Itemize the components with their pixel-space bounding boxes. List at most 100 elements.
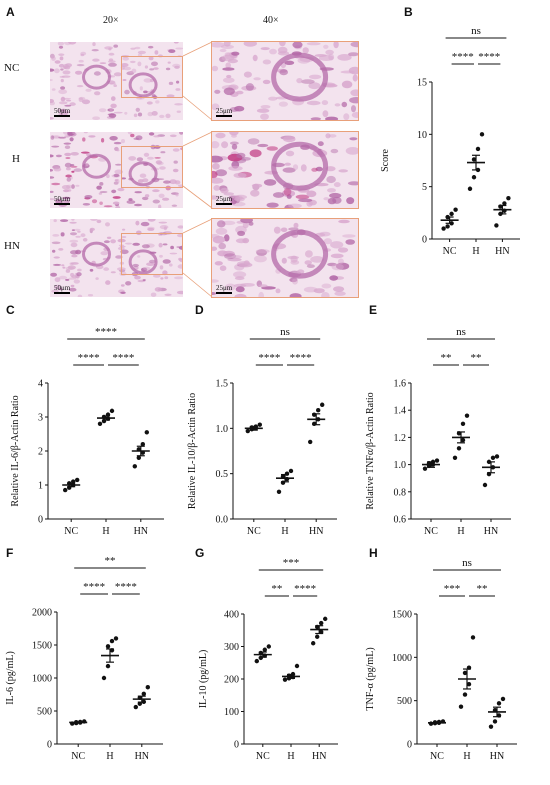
x-tick-label: NC xyxy=(430,751,444,762)
y-tick-label: 100 xyxy=(224,707,239,718)
data-point xyxy=(109,408,115,414)
y-tick-label: 1.5 xyxy=(216,379,229,390)
x-tick-label: NC xyxy=(71,751,85,762)
data-point xyxy=(257,422,262,427)
x-tick-label: H xyxy=(287,751,294,762)
data-point xyxy=(144,430,149,435)
micrograph-h-20x: 50μm xyxy=(50,132,183,208)
y-tick-label: 300 xyxy=(224,642,239,653)
data-point xyxy=(132,464,137,469)
row-label-h: H xyxy=(12,153,20,165)
data-point xyxy=(464,413,470,418)
x-tick-label: H xyxy=(281,526,288,537)
x-tick-label: H xyxy=(457,526,464,537)
x-tick-label: HN xyxy=(490,751,504,762)
panel-letter-h: H xyxy=(369,546,378,560)
y-tick-label: 5 xyxy=(422,182,427,193)
panel-letter-f: F xyxy=(6,546,14,560)
scale-label: 50μm xyxy=(54,107,71,115)
scale-bar xyxy=(54,292,70,294)
zoom-region-box xyxy=(121,233,183,275)
y-tick-label: 0.0 xyxy=(216,515,229,526)
micrograph-nc-20x: 50μm xyxy=(50,42,183,120)
data-point xyxy=(288,468,294,474)
x-tick-label: NC xyxy=(247,526,261,537)
y-tick-label: 1.0 xyxy=(216,424,229,435)
y-tick-label: 0 xyxy=(38,515,43,526)
panel-letter-g: G xyxy=(195,546,205,560)
data-point xyxy=(494,223,499,228)
y-axis-label: TNF-α (pg/mL) xyxy=(365,647,376,710)
y-tick-label: 4 xyxy=(38,379,43,390)
data-point xyxy=(113,636,119,641)
data-point xyxy=(422,466,428,471)
data-point xyxy=(311,641,316,646)
x-tick-label: HN xyxy=(495,246,509,257)
y-axis-label: Relative TNFα/β-Actin Ratio xyxy=(365,392,376,509)
significance-label: ** xyxy=(471,352,482,364)
x-tick-label: HN xyxy=(135,751,149,762)
data-point xyxy=(136,455,141,460)
x-tick-label: H xyxy=(106,751,113,762)
micrograph-h-40x: 25μm xyxy=(211,131,359,209)
data-point xyxy=(320,402,325,407)
data-point xyxy=(471,175,477,180)
y-axis-label: Relative IL-10/β-Actin Ratio xyxy=(187,393,198,509)
x-tick-label: NC xyxy=(443,246,457,257)
data-point xyxy=(470,635,476,640)
y-tick-label: 0.8 xyxy=(394,487,407,498)
col-header-40x: 40× xyxy=(263,15,279,26)
x-tick-label: H xyxy=(463,751,470,762)
y-tick-label: 1000 xyxy=(392,653,412,664)
y-axis-label: Relative IL-6/β-Actin Ratio xyxy=(10,395,21,506)
data-point xyxy=(502,201,507,206)
y-tick-label: 1 xyxy=(38,481,43,492)
data-point xyxy=(482,482,488,488)
x-tick-label: HN xyxy=(312,751,326,762)
y-tick-label: 1.4 xyxy=(394,406,407,417)
y-tick-label: 2 xyxy=(38,447,43,458)
significance-label: **** xyxy=(112,352,134,364)
micrograph-hn-40x: 25μm xyxy=(211,218,359,298)
data-point xyxy=(445,224,450,229)
y-tick-label: 0 xyxy=(407,740,412,751)
data-point xyxy=(449,211,454,217)
y-tick-label: 500 xyxy=(397,696,412,707)
data-point xyxy=(456,446,462,451)
panel-letter-b: B xyxy=(404,5,413,19)
significance-label: **** xyxy=(78,352,100,364)
data-point xyxy=(71,479,76,484)
data-point xyxy=(319,620,324,626)
chart-d: 0.0 0.5 1.0 1.5 NC H HN Relative IL-10/β-Actin … xyxy=(187,326,337,537)
x-tick-label: NC xyxy=(424,526,438,537)
chart-b: 0 5 10 15 NC H HN Score **** **** ns xyxy=(380,25,520,257)
x-tick-label: H xyxy=(102,526,109,537)
data-point xyxy=(133,704,138,710)
significance-label: **** xyxy=(83,581,105,593)
significance-label: ns xyxy=(280,326,290,338)
y-tick-label: 1500 xyxy=(32,641,52,652)
data-point xyxy=(323,616,328,622)
panel-letter-e: E xyxy=(369,303,378,317)
data-point xyxy=(276,489,282,494)
data-point xyxy=(145,685,150,690)
y-axis-label: Score xyxy=(380,149,391,172)
y-tick-label: 0.6 xyxy=(394,515,407,526)
scale-bar xyxy=(216,292,232,294)
significance-label: ** xyxy=(441,352,452,364)
micrograph-hn-20x: 50μm xyxy=(50,219,183,297)
x-tick-label: HN xyxy=(484,526,498,537)
data-point xyxy=(441,226,446,231)
y-axis-label: IL-10 (pg/mL) xyxy=(198,650,209,709)
row-label-hn: HN xyxy=(4,240,20,252)
panel-letter-a: A xyxy=(6,5,15,19)
data-point xyxy=(479,132,485,137)
data-point xyxy=(105,644,111,649)
y-tick-label: 2000 xyxy=(32,608,52,619)
significance-label: ns xyxy=(471,25,481,37)
data-point xyxy=(262,647,267,652)
y-tick-label: 1.0 xyxy=(394,460,407,471)
